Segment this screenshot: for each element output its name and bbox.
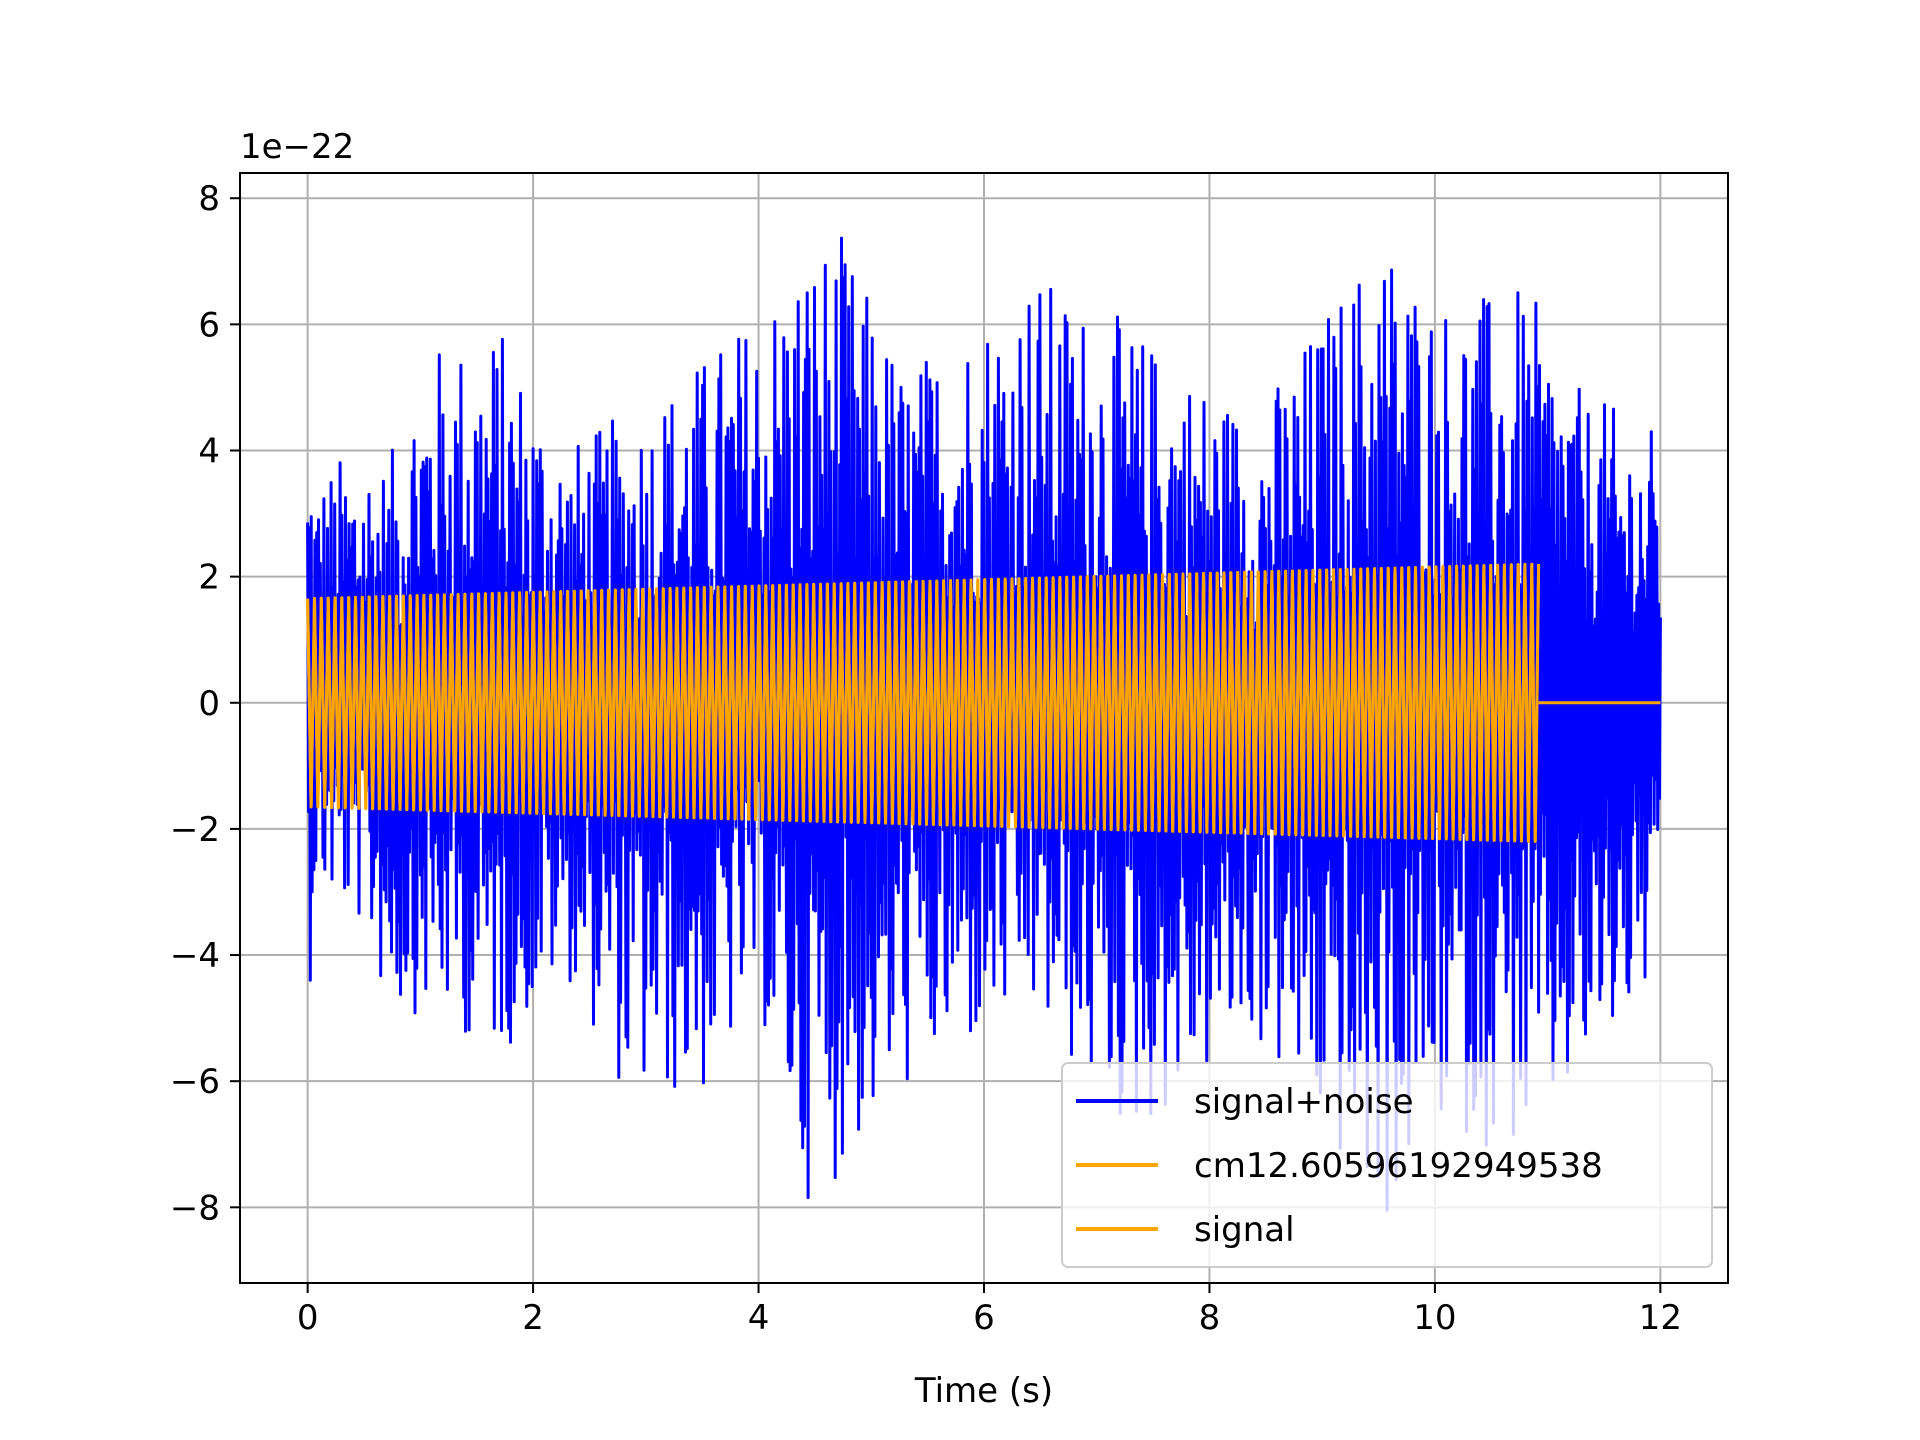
- axis-ticks: 0 2 4 6 8 10 12 8 6 4 2 0 −2 −4 −6 −8: [170, 179, 1682, 1338]
- x-tick-label: 10: [1413, 1298, 1456, 1338]
- legend-label: cm12.60596192949538: [1194, 1146, 1603, 1186]
- x-tick-label: 12: [1639, 1298, 1682, 1338]
- x-axis-label: Time (s): [914, 1371, 1053, 1411]
- legend: signal+noise cm12.60596192949538 signal: [1061, 1062, 1713, 1268]
- y-tick-label: 6: [198, 305, 220, 345]
- x-tick-label: 6: [973, 1298, 995, 1338]
- legend-label: signal: [1194, 1210, 1295, 1250]
- x-tick-label: 4: [748, 1298, 770, 1338]
- y-tick-label: −2: [170, 810, 220, 850]
- x-tick-label: 8: [1199, 1298, 1221, 1338]
- y-tick-label: 8: [198, 179, 220, 219]
- series-signal-line: [306, 562, 1661, 843]
- y-tick-label: −6: [170, 1062, 220, 1102]
- y-offset-label: 1e−22: [240, 127, 354, 167]
- legend-label: signal+noise: [1194, 1082, 1414, 1122]
- y-tick-label: −4: [170, 936, 220, 976]
- y-tick-label: 4: [198, 432, 220, 472]
- y-tick-label: 2: [198, 558, 220, 598]
- y-tick-label: 0: [198, 684, 220, 724]
- y-tick-label: −8: [170, 1188, 220, 1228]
- plot-area-series: [306, 236, 1662, 1212]
- x-tick-label: 0: [297, 1298, 319, 1338]
- x-tick-label: 2: [522, 1298, 544, 1338]
- legend-box: [1061, 1062, 1713, 1268]
